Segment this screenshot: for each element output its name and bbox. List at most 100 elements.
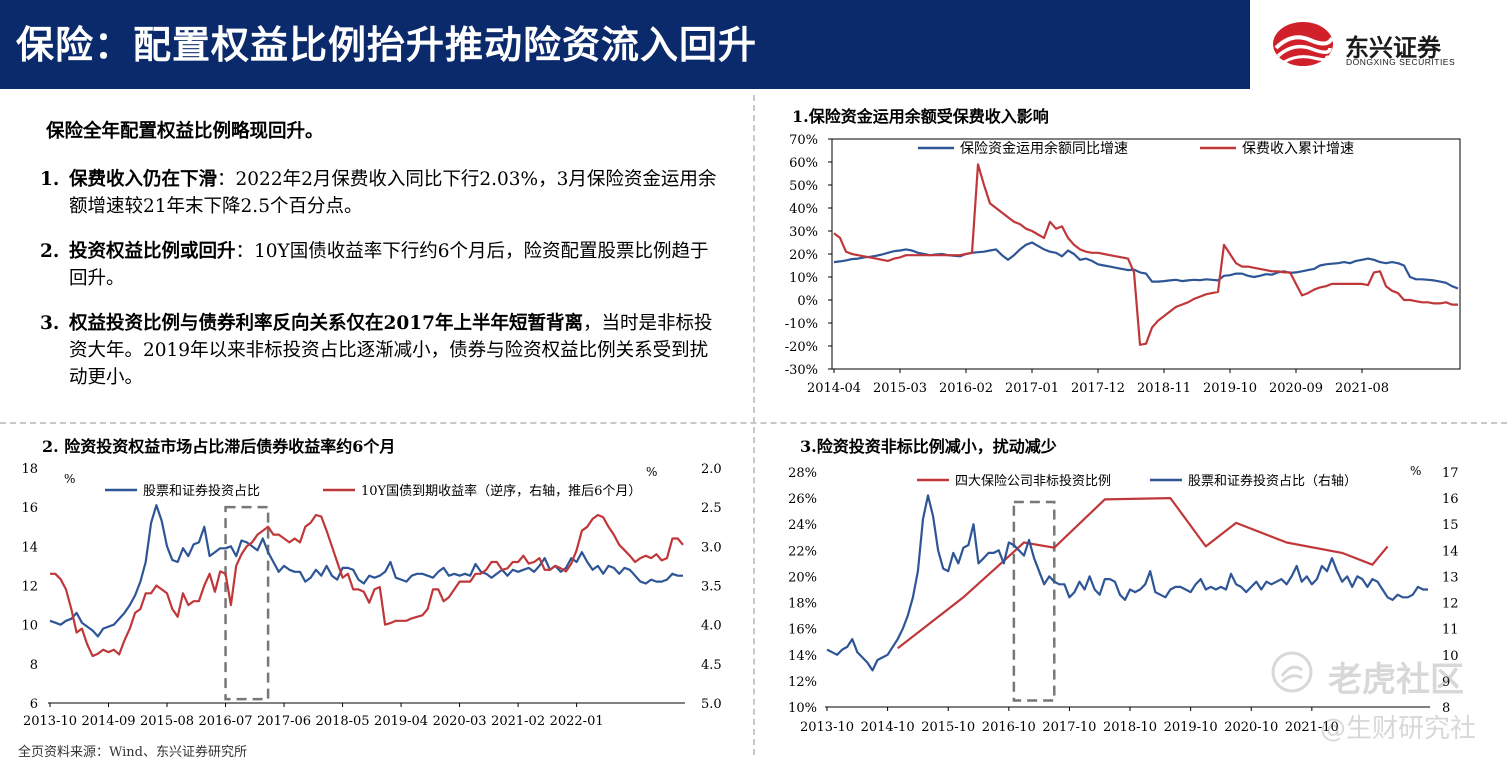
chart2-x-tick-label: 2020-03 [433, 714, 487, 729]
summary-point-1: 1. 保费收入仍在下滑：2022年2月保费收入同比下行2.03%，3月保险资金运用… [40, 166, 720, 220]
point-body: ：10Y国债收益率下行约6个月后，险资配置股票比例趋于回升。 [69, 241, 709, 289]
chart1-x-tick-label: 2019-10 [1203, 381, 1257, 396]
chart1-y-tick-label: 0% [797, 294, 818, 309]
chart3-x-tick-label: 2021-10 [1285, 720, 1339, 735]
chart3-y-right-tick-label: 12 [1442, 597, 1459, 612]
chart2-y-right-tick-label: 5.0 [701, 697, 722, 712]
chart1-x-tick-label: 2017-01 [1005, 381, 1059, 396]
chart2-x-tick-label: 2018-05 [316, 714, 370, 729]
chart2-series-line-2 [50, 513, 684, 658]
chart1-y-tick-label: 50% [789, 179, 818, 194]
chart3-x-tick-label: 2013-10 [800, 720, 854, 735]
chart2-y-left-tick-label: 18 [21, 462, 38, 477]
chart1-y-tick-label: -30% [785, 363, 818, 378]
chart3-y-left-tick-label: 18% [788, 597, 817, 612]
point-heading: 保费收入仍在下滑 [69, 169, 218, 190]
summary-intro: 保险全年配置权益比例略现回升。 [46, 121, 324, 142]
chart2-y-left-tick-label: 12 [21, 580, 38, 595]
chart3-y-left-tick-label: 24% [788, 518, 817, 533]
chart1-y-tick-label: 40% [789, 202, 818, 217]
chart1-y-tick-label: 70% [789, 133, 818, 148]
chart3-x-tick-label: 2016-10 [982, 720, 1036, 735]
chart3-y-right-tick-label: 16 [1442, 492, 1459, 507]
point-body: ：2022年2月保费收入同比下行2.03%，3月保险资金运用余额增速较21年末下… [69, 169, 717, 217]
chart3-x-tick-label: 2014-10 [861, 720, 915, 735]
chart3-y-right-tick-label: 15 [1442, 518, 1459, 533]
chart3-x-tick-label: 2017-10 [1042, 720, 1096, 735]
chart2-y-right-tick-label: 4.0 [701, 619, 722, 634]
chart3-x-tick-label: 2020-10 [1224, 720, 1278, 735]
point-heading: 权益投资比例与债券利率反向关系仅在2017年上半年短暂背离 [69, 313, 583, 334]
chart1-y-tick-label: 60% [789, 156, 818, 171]
chart3-y-right-tick-label: 11 [1442, 623, 1459, 638]
chart1-legend-label: 保险资金运用余额同比增速 [960, 140, 1128, 157]
chart3-y-left-tick-label: 22% [788, 544, 817, 559]
source-note: 全页资料来源：Wind、东兴证券研究所 [18, 745, 247, 760]
chart2-x-tick-label: 2013-10 [23, 714, 77, 729]
chart1-x-tick-label: 2021-08 [1335, 381, 1389, 396]
chart2-y-right-tick-label: 3.0 [701, 540, 722, 555]
chart2-x-tick-label: 2014-09 [81, 714, 135, 729]
point-heading: 投资权益比例或回升 [69, 241, 236, 262]
horizontal-divider [0, 422, 1507, 424]
summary-text: 保险全年配置权益比例略现回升。 1. 保费收入仍在下滑：2022年2月保费收入同比… [40, 118, 720, 409]
chart2-highlight-box [224, 505, 270, 701]
title-bar: 保险：配置权益比例抬升推动险资流入回升 [0, 0, 1250, 89]
chart3-highlight-box [1012, 500, 1056, 702]
chart3-legend-label: 股票和证券投资占比（右轴） [1188, 473, 1357, 489]
chart3-y-right-tick-label: 9 [1442, 675, 1450, 690]
chart1-series-line-2 [833, 163, 1458, 346]
chart2-y-left-tick-label: 10 [21, 619, 38, 634]
point-number: 3. [40, 313, 60, 334]
chart3-y-right-tick-label: 17 [1442, 466, 1459, 481]
chart3-series-line-1 [897, 496, 1389, 650]
chart2-y-right-tick-label: 3.5 [701, 580, 722, 595]
tiger-logo-icon [1271, 651, 1313, 693]
chart2-svg: 18 16 14 12 10 8 6 2.0 2.5 3.0 3.5 4.0 4.5 5.0% % 2013-… [21, 462, 722, 729]
chart2-y-left-tick-label: 16 [21, 501, 38, 516]
chart2-left-unit: % [64, 472, 75, 486]
chart2-y-right-tick-label: 2.0 [701, 462, 722, 477]
chart3-y-right-tick-label: 13 [1442, 570, 1459, 585]
chart2-x-tick-label: 2021-02 [491, 714, 545, 729]
chart2-x-tick-label: 2022-01 [550, 714, 604, 729]
point-number: 2. [40, 241, 60, 262]
chart3-y-left-tick-label: 28% [788, 466, 817, 481]
chart1-x-tick-label: 2020-09 [1269, 381, 1323, 396]
chart2-y-right-tick-label: 4.5 [701, 658, 722, 673]
chart1-x-tick-label: 2017-12 [1071, 381, 1125, 396]
logo-english-name: DONGXING SECURITIES [1346, 57, 1456, 67]
chart2-legend-label: 股票和证券投资占比 [143, 483, 260, 499]
logo-chinese-name: 东兴证券 [1345, 34, 1441, 62]
chart2-title: 2. 险资投资权益市场占比滞后债券收益率约6个月 [42, 437, 396, 456]
chart3-y-left-tick-label: 12% [788, 675, 817, 690]
chart1-svg: 70% 60% 50% 40% 30% 20% 10% 0% -10% -20% -30% 2014-… [785, 133, 1461, 396]
chart2-y-right-tick-label: 2.5 [701, 501, 722, 516]
chart3-x-tick-label: 2019-10 [1164, 720, 1218, 735]
chart1-y-tick-label: 20% [789, 248, 818, 263]
chart2-y-left-tick-label: 14 [21, 540, 38, 555]
summary-point-2: 2. 投资权益比例或回升：10Y国债收益率下行约6个月后，险资配置股票比例趋于回升… [40, 238, 720, 292]
chart1-x-tick-label: 2014-04 [807, 381, 861, 396]
chart2-y-left-tick-label: 6 [30, 697, 38, 712]
chart3-series-line-2 [826, 494, 1428, 672]
chart2-x-tick-label: 2016-07 [199, 714, 253, 729]
chart2-legend-label: 10Y国债到期收益率（逆序，右轴，推后6个月） [361, 483, 641, 499]
vertical-divider [753, 95, 755, 755]
chart1-x-tick-label: 2018-11 [1137, 381, 1191, 396]
chart1-title: 1.保险资金运用余额受保费收入影响 [792, 107, 1049, 126]
chart3-y-left-tick-label: 16% [788, 623, 817, 638]
logo-emblem-icon [1273, 22, 1334, 66]
chart1-y-tick-label: 10% [789, 271, 818, 286]
company-logo: 东兴证券 DONGXING SECURITIES [1262, 14, 1502, 74]
chart3-x-tick-label: 2018-10 [1103, 720, 1157, 735]
chart1-legend-label: 保费收入累计增速 [1242, 141, 1354, 157]
chart3-right-unit: % [1410, 464, 1421, 478]
chart3-y-left-tick-label: 14% [788, 649, 817, 664]
watermark-line1: 老虎社区 [1328, 660, 1464, 700]
chart1-x-tick-label: 2015-03 [873, 381, 927, 396]
chart3-title: 3.险资投资非标比例减小，扰动减少 [800, 437, 1057, 456]
chart3-y-left-tick-label: 10% [788, 701, 817, 716]
chart3-y-left-tick-label: 26% [788, 492, 817, 507]
chart3-legend-label: 四大保险公司非标投资比例 [955, 473, 1111, 489]
